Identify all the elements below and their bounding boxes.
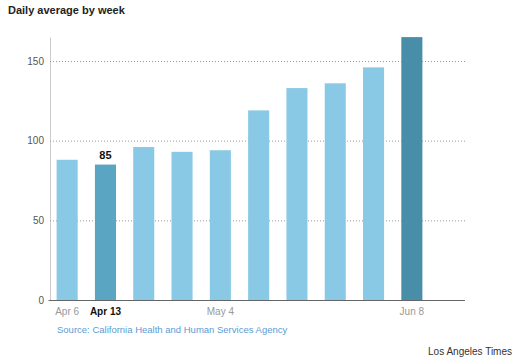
x-tick: Apr 13 [90,300,122,317]
x-tick-label: Apr 6 [55,306,79,317]
annotation: 85 [99,149,111,161]
x-tick: Apr 6 [55,300,79,317]
bar [95,165,116,300]
y-tick: 100 [27,135,465,146]
y-axis-line [50,38,51,301]
y-tick: 150 [27,56,465,67]
bar [248,110,269,300]
bar [57,160,78,300]
x-tick-label: Jun 8 [400,306,425,317]
source: Source: California Health and Human Serv… [57,324,287,335]
x-axis-line [49,300,432,301]
bar [133,147,154,300]
x-tick: Jun 8 [400,300,425,317]
x-axis: Apr 6 Apr 13 May 4 Jun 8 [49,300,432,317]
bar [401,37,422,300]
bar [172,152,193,300]
bars [57,37,423,300]
credit: Los Angeles Times [428,346,512,357]
bar [210,150,231,300]
y-tick-label: 150 [27,56,44,67]
y-tick-label: 100 [27,135,44,146]
y-tick-label: 0 [38,295,44,306]
x-tick-label: May 4 [207,306,235,317]
bar [363,67,384,300]
bar [325,83,346,300]
y-axis: 0 50 100 150 [27,38,465,306]
y-tick-label: 50 [33,215,45,226]
chart: Daily average by week 0 50 100 150 Apr 6 Apr 1… [0,0,522,363]
bar [286,88,307,300]
title: Daily average by week [8,4,126,16]
x-tick: May 4 [207,300,235,317]
x-tick-label: Apr 13 [90,306,122,317]
